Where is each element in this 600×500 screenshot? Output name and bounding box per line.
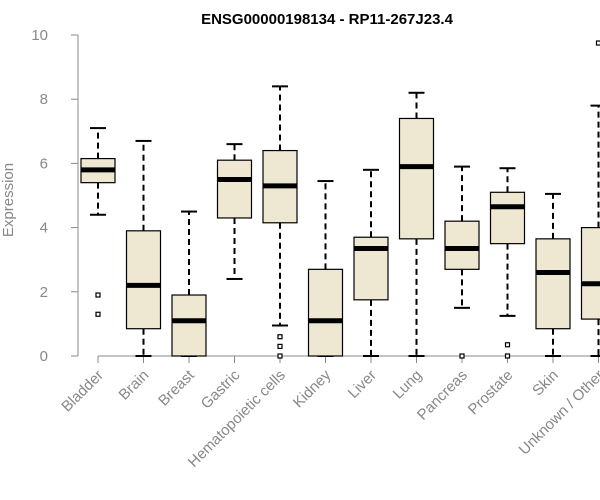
x-tick-label: Skin (529, 367, 562, 400)
box-prostate (489, 167, 526, 359)
outlier-point (504, 342, 511, 348)
x-tick-label: Liver (345, 367, 380, 402)
box-iqr (489, 191, 526, 245)
outlier-point (95, 292, 101, 298)
x-tick-label: Bladder (58, 367, 107, 416)
x-tick-label: Pancreas (414, 367, 471, 424)
box-bladder (80, 127, 116, 317)
y-tick-label: 4 (40, 220, 48, 237)
x-tick-label: Lung (390, 367, 426, 403)
box-iqr (580, 227, 600, 320)
y-tick-label: 6 (40, 155, 48, 172)
x-tick-label: Kidney (290, 366, 335, 411)
box-iqr (535, 238, 571, 330)
box-iqr (125, 230, 162, 330)
outlier-point (504, 353, 511, 359)
y-tick-label: 2 (40, 284, 48, 301)
box-pancreas (444, 165, 480, 359)
box-liver (353, 168, 389, 357)
box-skin (535, 192, 571, 357)
box-lung (398, 91, 435, 357)
outlier-point (277, 343, 283, 349)
box-brain (125, 139, 162, 357)
box-iqr (216, 159, 253, 219)
outlier-point (595, 40, 600, 46)
x-tick-label: Brain (116, 367, 153, 404)
x-tick-label: Breast (155, 366, 198, 409)
box-breast (171, 210, 207, 357)
y-axis: 0 2 4 6 8 10 (31, 27, 79, 365)
boxes-group (80, 40, 600, 359)
box-kidney (307, 180, 344, 357)
x-tick-label: Prostate (465, 367, 517, 419)
y-axis-label: Expression (0, 163, 17, 237)
box-unknown-other (580, 40, 600, 357)
y-tick-label: 8 (40, 91, 48, 108)
box-iqr (307, 268, 344, 357)
y-tick-label: 0 (40, 348, 48, 365)
outlier-point (95, 311, 101, 317)
y-tick-label: 10 (31, 27, 48, 44)
outlier-point (277, 353, 283, 359)
box-hematopoietic-cells (262, 85, 298, 359)
outlier-point (459, 353, 465, 359)
box-gastric (216, 143, 253, 280)
box-iqr (171, 294, 207, 357)
outlier-point (277, 334, 283, 340)
chart-title: ENSG00000198134 - RP11-267J23.4 (201, 11, 454, 28)
box-iqr (398, 117, 435, 240)
box-iqr (444, 220, 480, 270)
